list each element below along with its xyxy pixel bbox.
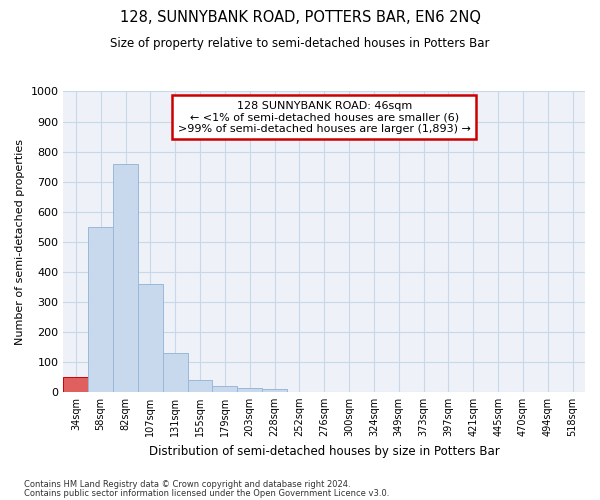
Bar (113, 164, 138, 392)
Text: Size of property relative to semi-detached houses in Potters Bar: Size of property relative to semi-detach… (110, 38, 490, 51)
Text: 128, SUNNYBANK ROAD, POTTERS BAR, EN6 2NQ: 128, SUNNYBANK ROAD, POTTERS BAR, EN6 2N… (119, 10, 481, 25)
Bar (64, 377, 88, 392)
Bar (138, 284, 163, 392)
Bar (188, 380, 212, 392)
Bar (163, 353, 188, 392)
Bar (88, 226, 113, 392)
Bar (212, 386, 237, 392)
Bar (237, 388, 262, 392)
Text: 128 SUNNYBANK ROAD: 46sqm
← <1% of semi-detached houses are smaller (6)
>99% of : 128 SUNNYBANK ROAD: 46sqm ← <1% of semi-… (178, 100, 470, 134)
X-axis label: Distribution of semi-detached houses by size in Potters Bar: Distribution of semi-detached houses by … (149, 444, 500, 458)
Text: Contains HM Land Registry data © Crown copyright and database right 2024.: Contains HM Land Registry data © Crown c… (24, 480, 350, 489)
Text: Contains public sector information licensed under the Open Government Licence v3: Contains public sector information licen… (24, 488, 389, 498)
Bar (262, 389, 287, 392)
Y-axis label: Number of semi-detached properties: Number of semi-detached properties (15, 138, 25, 344)
